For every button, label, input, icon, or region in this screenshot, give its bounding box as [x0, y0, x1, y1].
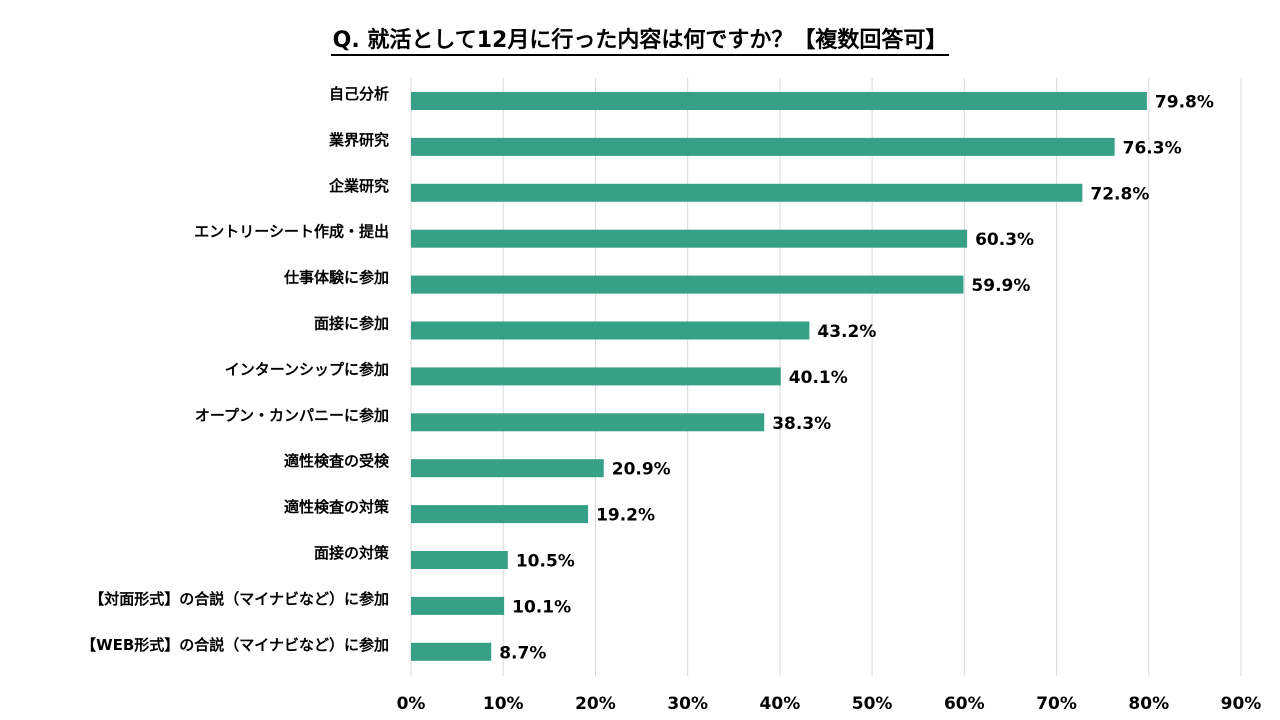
bar — [411, 229, 968, 248]
bars — [411, 92, 1147, 661]
value-label: 8.7% — [499, 643, 546, 663]
value-label: 38.3% — [772, 414, 831, 434]
x-tick-label: 20% — [575, 694, 616, 714]
category-label: インターンシップに参加 — [225, 360, 389, 378]
value-label: 10.1% — [512, 597, 571, 617]
category-label: 企業研究 — [328, 177, 389, 195]
bar — [411, 505, 589, 524]
chart-title: Q. 就活として12月に行った内容は何ですか？【複数回答可】 — [0, 22, 1280, 56]
value-label: 40.1% — [789, 368, 848, 388]
x-tick-label: 80% — [1128, 694, 1169, 714]
bar — [411, 137, 1115, 156]
bar — [411, 92, 1147, 110]
value-label: 43.2% — [817, 322, 876, 342]
value-label: 10.5% — [516, 552, 575, 572]
category-labels: 自己分析業界研究企業研究エントリーシート作成・提出仕事体験に参加面接に参加インタ… — [81, 85, 390, 654]
bar — [411, 321, 810, 340]
x-tick-label: 70% — [1036, 694, 1077, 714]
value-label: 20.9% — [612, 460, 671, 480]
x-tick-label: 0% — [397, 694, 426, 714]
x-tick-label: 90% — [1221, 694, 1262, 714]
category-label: 自己分析 — [329, 85, 389, 103]
value-label: 60.3% — [975, 230, 1034, 250]
value-label: 72.8% — [1090, 184, 1149, 204]
category-label: 面接の対策 — [314, 544, 390, 562]
category-label: 【WEB形式】の合説（マイナビなど）に参加 — [81, 636, 389, 654]
category-label: 面接に参加 — [314, 315, 389, 333]
x-tick-label: 10% — [483, 694, 524, 714]
value-labels: 79.8% 76.3% 72.8% 60.3% 59.9% 43.2% 40.1% 38.3%… — [499, 93, 1214, 664]
bar — [411, 275, 964, 294]
bar — [411, 596, 505, 615]
bar — [411, 413, 765, 432]
category-label: エントリーシート作成・提出 — [194, 223, 389, 241]
value-label: 59.9% — [971, 276, 1030, 296]
x-tick-label: 60% — [944, 694, 985, 714]
x-tick-label: 50% — [852, 694, 893, 714]
value-label: 19.2% — [596, 506, 655, 526]
bar — [411, 367, 781, 386]
category-label: 業界研究 — [328, 131, 389, 149]
value-label: 79.8% — [1155, 93, 1214, 113]
category-label: 仕事体験に参加 — [283, 269, 389, 287]
bar — [411, 551, 508, 569]
x-axis-ticks: 0% 10% 20% 30% 40% 50% 60% 70% 80% 90% — [397, 694, 1262, 714]
value-label: 76.3% — [1123, 138, 1182, 158]
category-label: オープン・カンパニーに参加 — [195, 406, 389, 424]
bar — [411, 642, 492, 661]
category-label: 適性検査の対策 — [284, 498, 390, 516]
category-label: 適性検査の受検 — [284, 452, 390, 470]
bar — [411, 459, 604, 478]
category-label: 【対面形式】の合説（マイナビなど）に参加 — [89, 590, 389, 608]
bar — [411, 183, 1083, 202]
x-tick-label: 40% — [760, 694, 801, 714]
x-tick-label: 30% — [667, 694, 708, 714]
chart-title-text: Q. 就活として12月に行った内容は何ですか？【複数回答可】 — [330, 28, 950, 56]
